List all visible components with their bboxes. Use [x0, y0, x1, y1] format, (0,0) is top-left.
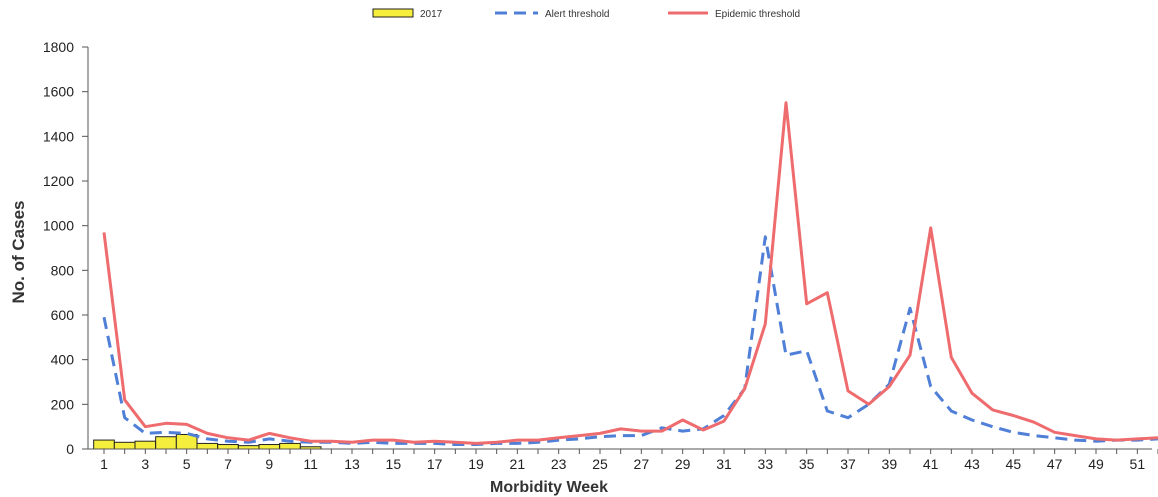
x-tick-label: 1	[100, 456, 108, 472]
legend-swatch-2017	[372, 8, 414, 18]
bar-2017	[258, 444, 281, 450]
legend-label-alert-threshold: Alert threshold	[545, 9, 609, 20]
legend: 2017 Alert threshold Epidemic threshold	[372, 8, 800, 20]
x-tick-label: 25	[592, 456, 608, 472]
y-tick-label: 200	[51, 396, 75, 412]
x-tick-label: 45	[1006, 456, 1022, 472]
alert-threshold-line	[102, 235, 1158, 446]
x-tick-label: 15	[386, 456, 402, 472]
x-tick-label: 39	[882, 456, 898, 472]
bar-2017	[217, 444, 239, 450]
x-tick-label: 37	[840, 456, 856, 472]
y-tick-label: 1000	[43, 218, 74, 234]
x-tick-label: 31	[716, 456, 732, 472]
bar-2017	[196, 442, 219, 450]
x-tick-label: 51	[1130, 456, 1146, 472]
axes	[87, 47, 1152, 450]
x-tick-label: 27	[634, 456, 650, 472]
x-tick-label: 3	[141, 456, 149, 472]
bar-2017	[237, 445, 260, 450]
x-tick-label: 19	[468, 456, 484, 472]
y-tick-label: 400	[51, 352, 75, 368]
x-tick-label: 11	[303, 456, 318, 472]
y-tick-label: 1800	[43, 39, 74, 55]
bar-2017	[279, 442, 301, 450]
x-ticks: 1 3 5 7 9 11 13 15 17 19 21 23 25 27 29 31 33 35 37 39 41 43 4…	[100, 449, 1158, 472]
x-tick-label: 49	[1088, 456, 1104, 472]
x-tick-label: 41	[923, 456, 939, 472]
x-tick-label: 13	[344, 456, 360, 472]
y-tick-label: 800	[51, 262, 75, 278]
epidemic-threshold-line	[102, 101, 1158, 445]
x-tick-label: 35	[799, 456, 815, 472]
y-axis-title: No. of Cases	[9, 201, 28, 304]
legend-label-epidemic-threshold: Epidemic threshold	[715, 9, 800, 20]
bar-2017	[93, 439, 115, 450]
x-tick-label: 7	[224, 456, 232, 472]
y-ticks: 0 200 400 600 800 1000 1200 1400 1600 1800	[43, 39, 88, 457]
x-tick-label: 47	[1047, 456, 1063, 472]
x-tick-label: 9	[265, 456, 273, 472]
x-tick-label: 21	[510, 456, 526, 472]
bar-2017	[113, 441, 136, 450]
x-tick-label: 23	[551, 456, 567, 472]
y-tick-label: 600	[51, 307, 75, 323]
legend-label-2017: 2017	[420, 9, 443, 20]
x-tick-label: 17	[427, 456, 443, 472]
y-tick-label: 1600	[43, 84, 74, 100]
y-tick-label: 1400	[43, 128, 74, 144]
bar-2017	[155, 436, 177, 450]
bar-2017	[134, 440, 157, 450]
x-tick-label: 29	[675, 456, 691, 472]
x-tick-label: 43	[964, 456, 980, 472]
x-tick-label: 33	[758, 456, 774, 472]
y-tick-label: 1200	[43, 173, 74, 189]
x-axis-title: Morbidity Week	[490, 479, 608, 496]
threshold-lines	[102, 101, 1158, 446]
y-tick-label: 0	[66, 441, 74, 457]
x-tick-label: 5	[183, 456, 191, 472]
